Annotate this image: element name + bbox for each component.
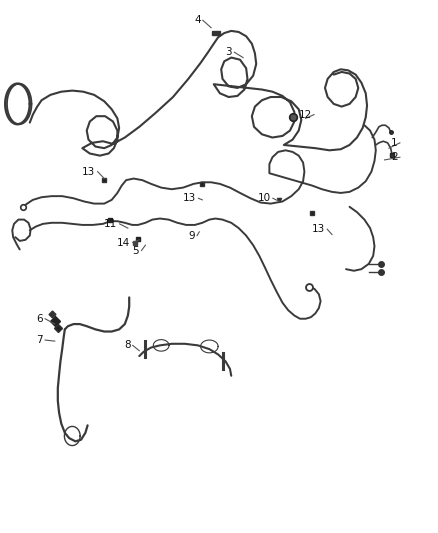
Text: 13: 13 xyxy=(312,224,325,234)
Text: 1: 1 xyxy=(391,138,398,148)
Text: 3: 3 xyxy=(226,47,232,57)
Text: 13: 13 xyxy=(82,167,95,176)
Text: 9: 9 xyxy=(188,231,195,240)
Text: 11: 11 xyxy=(104,219,117,229)
Text: 6: 6 xyxy=(36,314,43,324)
Text: 2: 2 xyxy=(391,152,398,162)
Text: 4: 4 xyxy=(194,15,201,25)
Text: 7: 7 xyxy=(36,335,43,345)
Text: 14: 14 xyxy=(117,238,131,247)
Text: 10: 10 xyxy=(258,193,271,203)
Text: 5: 5 xyxy=(133,246,139,255)
Text: 12: 12 xyxy=(299,110,312,119)
Text: 13: 13 xyxy=(183,193,196,203)
Text: 8: 8 xyxy=(124,341,131,350)
